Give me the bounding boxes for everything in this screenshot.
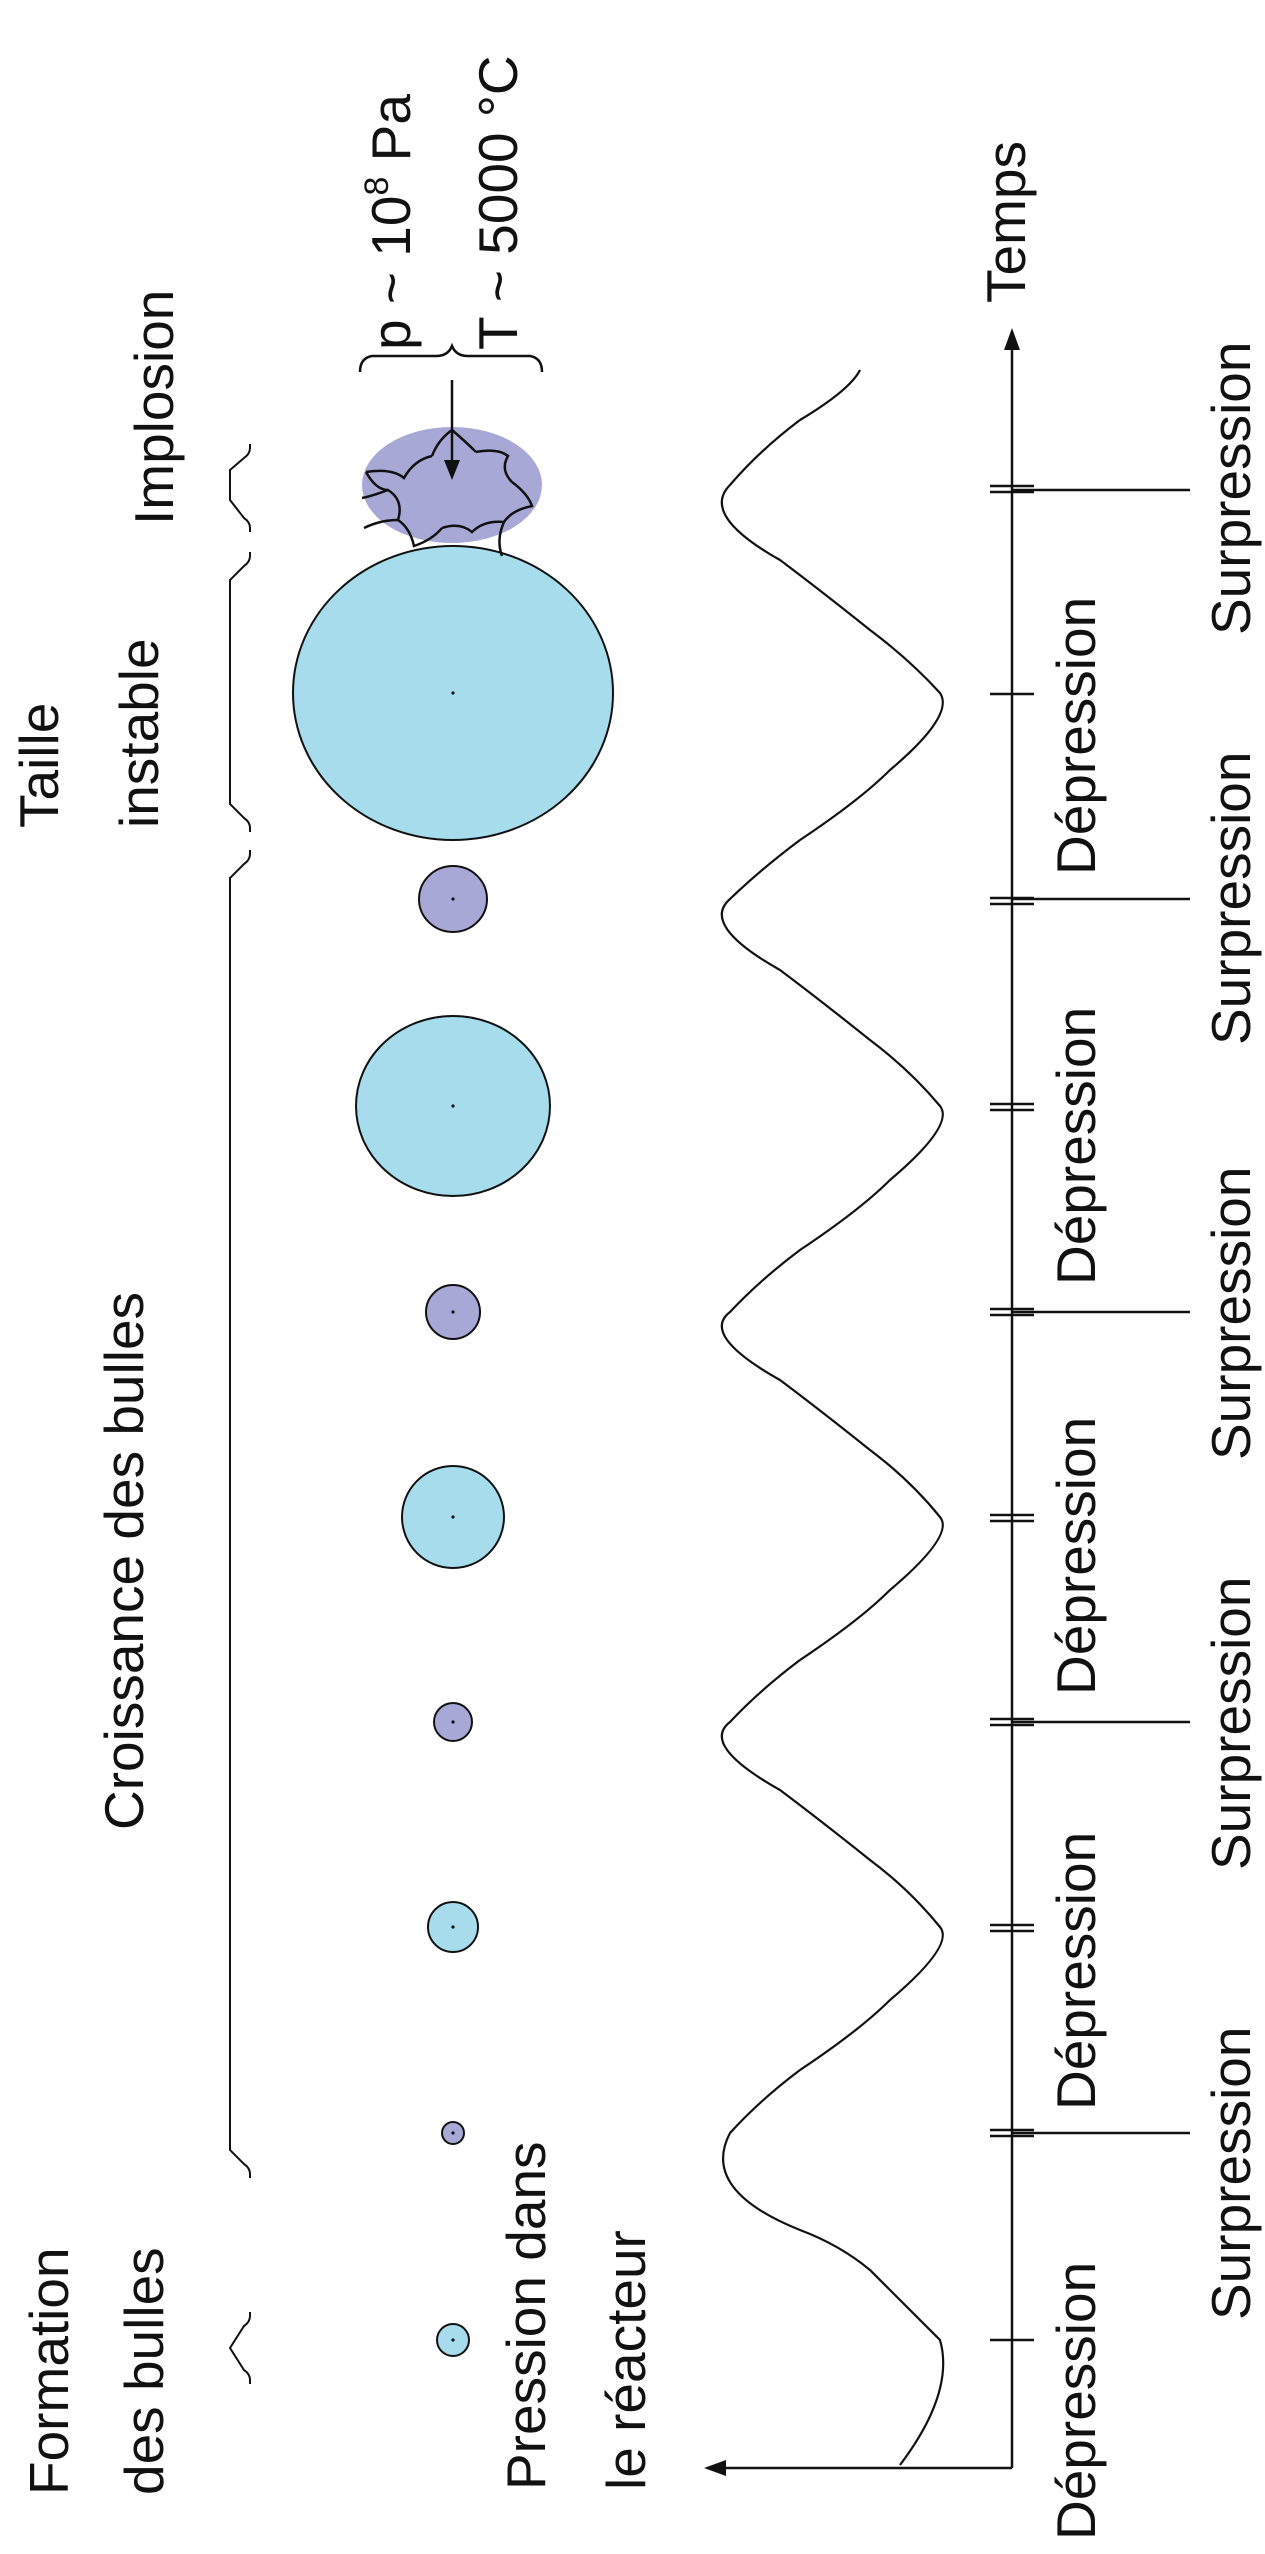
brace-implosion	[229, 444, 251, 532]
time-tick	[990, 1923, 1034, 1933]
time-axis-arrowhead	[1004, 328, 1020, 350]
phase-label-formation-line1: Formation	[18, 2247, 80, 2495]
label-depression: Dépression	[1045, 1417, 1107, 1695]
label-depression: Dépression	[1045, 597, 1107, 875]
bubble-center-dot	[451, 1310, 455, 1314]
label-depression: Dépression	[1045, 1007, 1107, 1285]
brace-formation	[228, 2312, 251, 2384]
time-tick	[990, 1307, 1034, 1317]
label-surpression: Surpression	[1200, 1167, 1262, 1460]
bubble-center-dot	[451, 1104, 455, 1108]
label-surpression: Surpression	[1200, 2027, 1262, 2320]
pressure-exponent: 8	[358, 177, 396, 196]
time-tick	[990, 484, 1034, 494]
imploding-bubble	[362, 427, 542, 543]
bubble-center-dot	[451, 1720, 455, 1724]
phase-label-formation-line2: des bulles	[113, 2247, 175, 2495]
time-tick	[990, 2128, 1034, 2138]
brace-conditions	[358, 342, 544, 373]
label-surpression: Surpression	[1200, 752, 1262, 1045]
bubble-center-dot	[451, 2131, 455, 2135]
bubble-center-dot	[451, 897, 455, 901]
temperature-condition: T ~ 5000 °C	[467, 55, 529, 350]
label-depression: Dépression	[1045, 1832, 1107, 2110]
phase-label-taille-line2: instable	[108, 638, 170, 828]
pressure-prefix: p ~ 10	[360, 196, 422, 350]
time-tick	[990, 1102, 1034, 1112]
implosion-arrowhead	[444, 460, 460, 480]
pressure-unit: Pa	[360, 94, 422, 177]
label-surpression: Surpression	[1200, 342, 1262, 635]
time-tick	[990, 1513, 1034, 1523]
phase-label-croissance: Croissance des bulles	[93, 1292, 155, 1830]
bubble-center-dot	[451, 2338, 455, 2342]
pressure-condition: p ~ 108 Pa	[358, 94, 422, 350]
bubble-center-dot	[451, 1925, 455, 1929]
pressure-axis-label-line1: Pression dans	[495, 2141, 557, 2490]
label-surpression: Surpression	[1200, 1577, 1262, 1870]
pressure-axis-arrowhead	[704, 2460, 726, 2476]
phase-label-taille-line1: Taille	[8, 703, 70, 828]
pressure-wave	[720, 369, 945, 2466]
time-axis-label: Temps	[975, 141, 1037, 303]
bubble-center-dot	[451, 1515, 455, 1519]
phase-label-implosion: Implosion	[123, 290, 185, 525]
brace-croissance	[229, 850, 251, 2178]
label-depression: Dépression	[1045, 2262, 1107, 2540]
time-tick	[990, 1717, 1034, 1727]
bubble-center-dot	[451, 691, 455, 695]
pressure-axis-label-line2: le réacteur	[595, 2230, 657, 2490]
brace-taille	[229, 552, 251, 832]
